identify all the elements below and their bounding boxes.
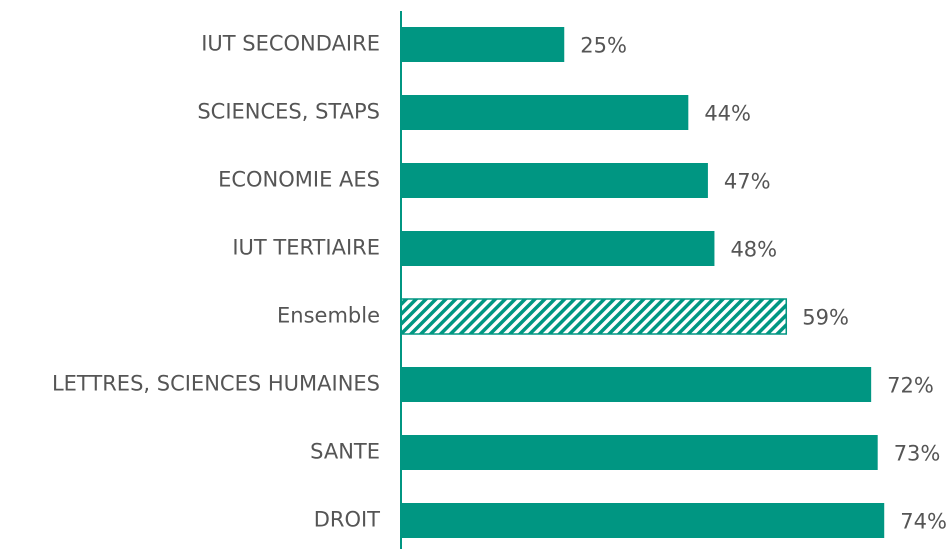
bar bbox=[401, 163, 708, 198]
value-label: 72% bbox=[887, 374, 934, 398]
bar bbox=[401, 95, 689, 130]
bar bbox=[401, 435, 878, 470]
value-label: 74% bbox=[900, 510, 947, 534]
value-label: 73% bbox=[894, 442, 941, 466]
value-label: 47% bbox=[724, 170, 771, 194]
value-label: 25% bbox=[580, 34, 627, 58]
category-label: LETTRES, SCIENCES HUMAINES bbox=[52, 372, 380, 396]
category-label: IUT SECONDAIRE bbox=[201, 32, 380, 56]
bar bbox=[401, 367, 872, 402]
bar bbox=[401, 231, 715, 266]
value-label: 44% bbox=[704, 102, 751, 126]
bar bbox=[400, 298, 788, 335]
value-label: 48% bbox=[730, 238, 777, 262]
value-label: 59% bbox=[802, 306, 849, 330]
category-label: SCIENCES, STAPS bbox=[197, 100, 380, 124]
category-label: SANTE bbox=[310, 440, 380, 464]
category-label: ECONOMIE AES bbox=[218, 168, 380, 192]
bar bbox=[401, 503, 885, 538]
category-label: DROIT bbox=[314, 508, 380, 532]
category-label: Ensemble bbox=[277, 304, 380, 328]
bar bbox=[401, 27, 565, 62]
category-label: IUT TERTIAIRE bbox=[232, 236, 380, 260]
